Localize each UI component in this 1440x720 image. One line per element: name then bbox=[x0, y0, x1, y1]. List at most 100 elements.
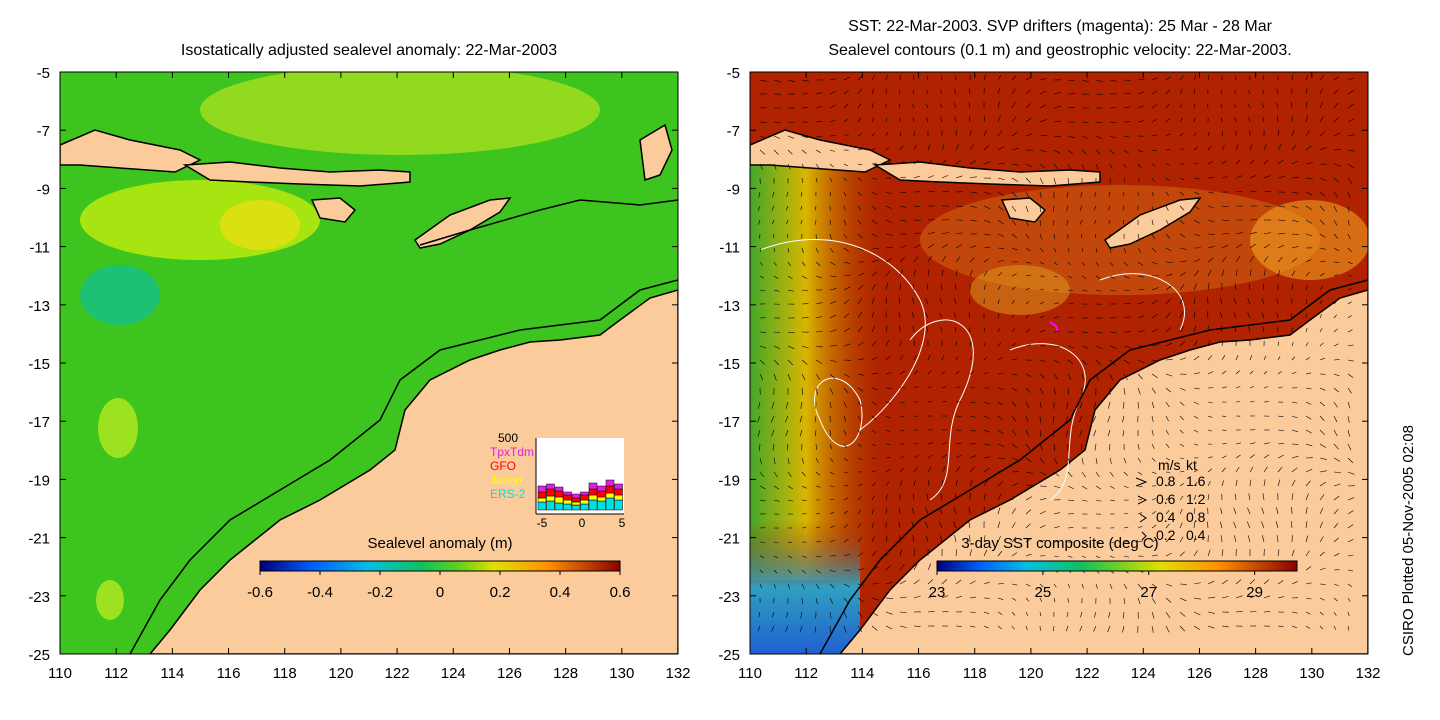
velocity-arrow bbox=[1165, 261, 1173, 263]
velocity-arrow bbox=[1066, 219, 1069, 226]
velocity-arrow bbox=[1305, 205, 1312, 210]
velocity-arrow bbox=[1319, 625, 1324, 630]
velocity-arrow bbox=[1347, 625, 1350, 631]
velocity-arrow bbox=[1123, 177, 1126, 183]
histogram-bar-segment bbox=[571, 497, 581, 503]
velocity-arrow bbox=[759, 555, 765, 558]
velocity-arrow bbox=[1333, 553, 1340, 557]
velocity-arrow bbox=[1277, 429, 1284, 431]
velocity-arrow bbox=[983, 581, 990, 585]
histogram-bar-segment bbox=[580, 499, 589, 505]
velocity-arrow bbox=[1122, 625, 1125, 633]
velocity-arrow bbox=[997, 429, 1004, 435]
velocity-arrow bbox=[941, 175, 949, 179]
velocity-arrow bbox=[787, 247, 790, 253]
velocity-arrow bbox=[927, 355, 931, 361]
velocity-arrow bbox=[1333, 457, 1341, 462]
velocity-arrow bbox=[1333, 314, 1337, 319]
velocity-arrow bbox=[801, 345, 809, 349]
velocity-arrow bbox=[1053, 373, 1059, 380]
cool-west-region bbox=[750, 160, 890, 580]
velocity-arrow bbox=[1067, 79, 1075, 82]
velocity-arrow bbox=[1137, 485, 1143, 488]
velocity-arrow bbox=[913, 340, 915, 347]
velocity-arrow bbox=[1067, 485, 1074, 490]
velocity-arrow bbox=[939, 507, 943, 515]
velocity-arrow bbox=[997, 74, 1002, 81]
velocity-arrow bbox=[983, 549, 988, 557]
velocity-arrow bbox=[927, 144, 931, 151]
velocity-arrow bbox=[1221, 269, 1225, 277]
velocity-arrow bbox=[927, 175, 934, 179]
left-lat-axis: -5-7-9-11-13-15-17-19-21-23-25 bbox=[28, 65, 678, 664]
velocity-arrow bbox=[785, 611, 789, 618]
velocity-arrow bbox=[1193, 443, 1199, 446]
velocity-arrow bbox=[1165, 247, 1172, 252]
velocity-arrow bbox=[871, 88, 875, 95]
velocity-arrow bbox=[1137, 247, 1142, 253]
velocity-arrow bbox=[829, 261, 836, 266]
velocity-arrow bbox=[1248, 493, 1251, 501]
velocity-arrow bbox=[969, 429, 976, 432]
velocity-arrow bbox=[1123, 359, 1130, 365]
velocity-arrow bbox=[829, 163, 834, 168]
left-colorbar bbox=[259, 560, 621, 572]
anomaly-eddy-1 bbox=[98, 398, 138, 458]
velocity-arrow bbox=[1275, 521, 1279, 529]
velocity-arrow bbox=[983, 401, 990, 404]
velocity-arrow bbox=[1079, 429, 1083, 437]
velocity-arrow bbox=[1333, 597, 1338, 602]
velocity-arrow bbox=[885, 162, 891, 165]
lon-tick-label: 130 bbox=[609, 665, 634, 682]
histogram-bar-segment bbox=[571, 493, 581, 499]
velocity-arrow bbox=[857, 103, 862, 109]
velocity-arrow bbox=[1193, 191, 1200, 195]
velocity-arrow bbox=[913, 467, 918, 473]
velocity-arrow bbox=[885, 401, 891, 404]
low-anomaly-region-1 bbox=[80, 265, 160, 325]
velocity-arrow bbox=[1276, 102, 1279, 109]
velocity-arrow bbox=[773, 233, 775, 239]
histogram-bar-segment bbox=[546, 488, 555, 497]
velocity-arrow bbox=[1249, 370, 1254, 375]
velocity-arrow bbox=[885, 625, 893, 630]
colorbar-tick-label: -0.2 bbox=[367, 584, 393, 601]
velocity-arrow bbox=[829, 288, 837, 291]
velocity-arrow bbox=[871, 429, 876, 434]
velocity-arrow bbox=[983, 467, 990, 473]
velocity-arrow bbox=[1277, 442, 1285, 445]
velocity-arrow bbox=[1081, 163, 1085, 170]
velocity-arrow bbox=[1151, 205, 1154, 211]
velocity-arrow bbox=[1108, 205, 1111, 211]
velocity-arrow bbox=[885, 494, 888, 501]
velocity-arrow bbox=[1081, 79, 1089, 82]
velocity-arrow bbox=[1249, 75, 1251, 81]
velocity-arrow bbox=[1179, 148, 1184, 151]
velocity-arrow bbox=[1179, 219, 1185, 225]
velocity-arrow bbox=[843, 343, 851, 347]
velocity-arrow bbox=[1277, 244, 1285, 249]
velocity-arrow bbox=[1165, 342, 1173, 347]
velocity-arrow bbox=[843, 538, 849, 543]
velocity-arrow bbox=[829, 597, 834, 605]
velocity-arrow bbox=[1109, 149, 1115, 155]
velocity-arrow bbox=[997, 469, 1005, 473]
velocity-arrow bbox=[1165, 103, 1170, 109]
histogram-bar-segment bbox=[554, 502, 564, 511]
velocity-arrow bbox=[1025, 205, 1029, 213]
velocity-arrow bbox=[759, 569, 764, 573]
velocity-arrow bbox=[927, 243, 934, 249]
velocity-arrow bbox=[1094, 219, 1097, 225]
velocity-arrow bbox=[1333, 261, 1340, 263]
velocity-arrow bbox=[885, 325, 888, 333]
velocity-arrow bbox=[1137, 512, 1143, 515]
velocity-arrow bbox=[1207, 269, 1212, 277]
velocity-arrow bbox=[1193, 508, 1196, 515]
velocity-arrow bbox=[1333, 247, 1340, 252]
velocity-arrow bbox=[773, 583, 776, 589]
velocity-arrow bbox=[954, 89, 957, 95]
velocity-arrow bbox=[969, 401, 976, 403]
velocity-arrow bbox=[955, 175, 963, 179]
velocity-arrow bbox=[1221, 232, 1229, 235]
velocity-arrow bbox=[1207, 549, 1211, 557]
